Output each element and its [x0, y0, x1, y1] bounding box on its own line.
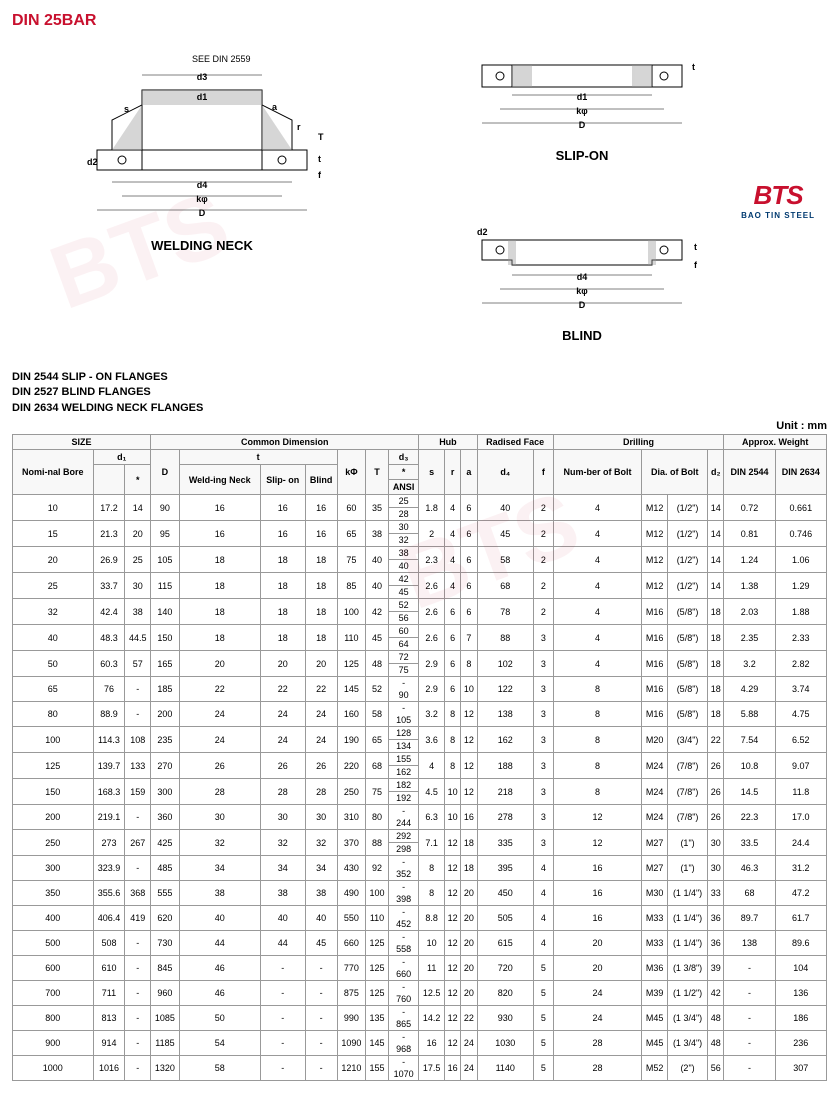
th-s: s — [419, 450, 445, 495]
diagram-area: SEE DIN 2559 d3 d1 s d2 a r T t f d4 kφ … — [12, 40, 827, 360]
th-common: Common Dimension — [151, 435, 419, 450]
table-row: 350355.6368555383838490100-3988122045041… — [13, 881, 827, 906]
th-d3star: * — [388, 465, 419, 480]
svg-text:d1: d1 — [197, 92, 208, 102]
th-D: D — [151, 450, 180, 495]
th-d3: d₃ — [388, 450, 419, 465]
th-d2: d₂ — [708, 450, 724, 495]
svg-text:a: a — [272, 102, 278, 112]
logo: BTS BAO TIN STEEL — [741, 180, 815, 220]
th-kphi: kΦ — [337, 450, 366, 495]
welding-neck-label: WELDING NECK — [62, 238, 342, 253]
th-star: * — [125, 465, 151, 495]
standard-item: DIN 2634 WELDING NECK FLANGES — [12, 401, 827, 416]
svg-text:r: r — [297, 122, 301, 132]
th-d4: d₄ — [477, 450, 534, 495]
svg-text:d4: d4 — [197, 180, 208, 190]
th-hub: Hub — [419, 435, 477, 450]
standard-item: DIN 2544 SLIP - ON FLANGES — [12, 370, 827, 385]
table-row: 600610-84546--770125-660111220720520M36(… — [13, 956, 827, 981]
table-row: 125139.713327026262622068155162481218838… — [13, 753, 827, 779]
table-row: 200219.1-36030303031080-2446.31016278312… — [13, 805, 827, 830]
svg-text:T: T — [318, 132, 324, 142]
th-d1blank — [93, 465, 125, 495]
svg-text:d2: d2 — [477, 227, 488, 237]
th-wn: Weld-ing Neck — [179, 465, 260, 495]
table-row: 2026.925105181818754038402.3465824M12(1/… — [13, 547, 827, 573]
flange-table: SIZE Common Dimension Hub Radised Face D… — [12, 434, 827, 1081]
th-d1: d₁ — [93, 450, 151, 465]
th-bl: Blind — [305, 465, 337, 495]
table-row: 8088.9-20024242416058-1053.281213838M16(… — [13, 702, 827, 727]
th-T: T — [366, 450, 389, 495]
table-row: 1521.32095161616653830322464524M12(1/2")… — [13, 521, 827, 547]
unit-label: Unit : mm — [12, 420, 827, 432]
th-weight: Approx. Weight — [724, 435, 827, 450]
table-row: 900914-118554--1090145-9681612241030528M… — [13, 1031, 827, 1056]
th-nominal: Nomi-nal Bore — [13, 450, 94, 495]
table-row: 10001016-132058--1210155-107017.51624114… — [13, 1056, 827, 1081]
table-row: 100114.3108235242424190651281343.6812162… — [13, 727, 827, 753]
svg-text:D: D — [579, 300, 586, 310]
welding-neck-diagram: SEE DIN 2559 d3 d1 s d2 a r T t f d4 kφ … — [62, 50, 342, 253]
svg-text:t: t — [692, 62, 695, 72]
svg-text:d3: d3 — [197, 72, 208, 82]
th-din2544: DIN 2544 — [724, 450, 775, 495]
table-row: 300323.9-48534343443092-35281218395416M2… — [13, 856, 827, 881]
table-row: 150168.3159300282828250751821924.5101221… — [13, 779, 827, 805]
table-row: 3242.4381401818181004252562.6667824M16(5… — [13, 599, 827, 625]
svg-text:kφ: kφ — [576, 286, 588, 296]
svg-text:t: t — [694, 242, 697, 252]
th-din2634: DIN 2634 — [775, 450, 826, 495]
table-row: 800813-108550--990135-86514.21222930524M… — [13, 1006, 827, 1031]
th-r: r — [445, 450, 461, 495]
th-t: t — [179, 450, 337, 465]
svg-text:D: D — [199, 208, 206, 218]
svg-text:d1: d1 — [577, 92, 588, 102]
svg-text:f: f — [694, 260, 698, 270]
th-so: Slip- on — [260, 465, 305, 495]
svg-text:s: s — [124, 104, 129, 114]
logo-sub: BAO TIN STEEL — [741, 211, 815, 220]
logo-main: BTS — [741, 180, 815, 211]
page-title: DIN 25BAR — [12, 12, 827, 30]
blind-label: BLIND — [452, 328, 712, 343]
th-a: a — [461, 450, 477, 495]
table-row: 700711-96046--875125-76012.51220820524M3… — [13, 981, 827, 1006]
svg-text:kφ: kφ — [196, 194, 208, 204]
th-drilling: Drilling — [553, 435, 724, 450]
th-f: f — [534, 450, 554, 495]
th-numbolt: Num-ber of Bolt — [553, 450, 642, 495]
svg-text:f: f — [318, 170, 322, 180]
th-diabolt: Dia. of Bolt — [642, 450, 708, 495]
svg-text:kφ: kφ — [576, 106, 588, 116]
table-row: 6576-18522222214552-902.961012238M16(5/8… — [13, 677, 827, 702]
table-row: 400406.4419620404040550110-4528.81220505… — [13, 906, 827, 931]
svg-text:t: t — [318, 154, 321, 164]
table-row: 1017.21490161616603525281.8464024M12(1/2… — [13, 495, 827, 521]
svg-text:d4: d4 — [577, 272, 588, 282]
th-raised: Radised Face — [477, 435, 553, 450]
table-row: 2533.730115181818854042452.6466824M12(1/… — [13, 573, 827, 599]
table-row: 4048.344.51501818181104560642.6678834M16… — [13, 625, 827, 651]
table-row: 250273267425323232370882922987.112183353… — [13, 830, 827, 856]
standard-item: DIN 2527 BLIND FLANGES — [12, 385, 827, 400]
slip-on-label: SLIP-ON — [452, 148, 712, 163]
slip-on-diagram: d1 kφ D t SLIP-ON — [452, 40, 712, 163]
table-row: 500508-730444445660125-558101220615420M3… — [13, 931, 827, 956]
th-size: SIZE — [13, 435, 151, 450]
svg-text:SEE DIN 2559: SEE DIN 2559 — [192, 54, 251, 64]
standards-list: DIN 2544 SLIP - ON FLANGES DIN 2527 BLIN… — [12, 370, 827, 416]
table-row: 5060.3571652020201254872752.96810234M16(… — [13, 651, 827, 677]
blind-diagram: d2 t f d4 kφ D BLIND — [452, 210, 712, 343]
th-ansi: ANSI — [388, 480, 419, 495]
svg-text:d2: d2 — [87, 157, 98, 167]
svg-text:D: D — [579, 120, 586, 130]
